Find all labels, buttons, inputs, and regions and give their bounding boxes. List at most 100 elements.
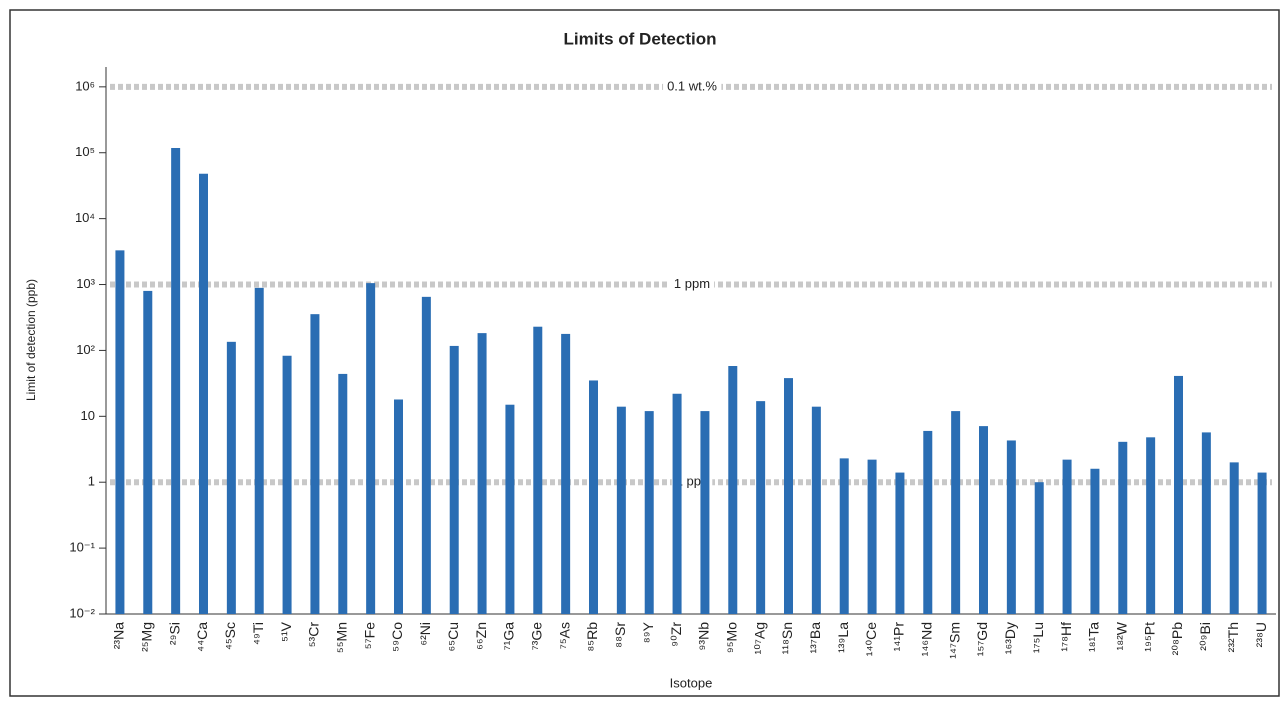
bar	[672, 393, 682, 614]
x-tick-label: ¹¹⁸Sn	[779, 622, 795, 654]
x-tick-label: ⁸⁸Sr	[612, 622, 628, 648]
reference-label-bg	[669, 275, 715, 291]
x-axis-label: Isotope	[670, 675, 713, 690]
reference-label-bg	[663, 78, 722, 94]
reference-label: 1 ppb	[676, 474, 709, 489]
y-tick-label: 10⁴	[75, 210, 95, 225]
x-tick-label: ¹⁸²W	[1113, 621, 1129, 650]
y-tick-label: 10⁻¹	[69, 540, 95, 555]
bar	[839, 458, 849, 614]
bar	[1118, 441, 1128, 614]
x-tick-label: ²³Na	[111, 622, 127, 649]
bar	[728, 366, 738, 614]
bar	[756, 401, 766, 614]
reference-label: 0.1 wt.%	[667, 78, 717, 93]
x-tick-label: ⁴⁹Ti	[250, 622, 266, 645]
x-tick-label: ⁴⁴Ca	[194, 622, 210, 652]
x-tick-label: ⁶⁵Cu	[445, 622, 461, 651]
x-tick-label: ¹⁰⁷Ag	[751, 622, 767, 654]
x-tick-label: ⁵⁷Fe	[361, 622, 377, 649]
bar	[1201, 432, 1211, 614]
bar	[561, 333, 571, 614]
x-tick-label: ⁷³Ge	[528, 622, 544, 651]
y-tick-label: 1	[88, 474, 95, 489]
bar	[477, 333, 487, 614]
x-tick-label: ²⁰⁹Bi	[1197, 622, 1213, 651]
bar	[449, 345, 459, 614]
bar	[1174, 375, 1183, 614]
bar	[394, 399, 403, 614]
x-tick-label: ²⁵Mg	[138, 622, 154, 652]
y-tick-label: 10⁵	[75, 144, 95, 159]
y-tick-label: 10³	[76, 276, 95, 291]
bar	[784, 378, 793, 614]
bar	[226, 341, 236, 614]
reference-label: 1 ppm	[674, 276, 710, 291]
bar	[1062, 459, 1072, 614]
bar	[1090, 468, 1100, 614]
x-tick-label: ¹⁷⁵Lu	[1030, 622, 1046, 653]
bar	[811, 406, 821, 614]
x-tick-label: ⁸⁵Rb	[584, 622, 600, 652]
x-tick-label: ²³⁸U	[1253, 622, 1269, 647]
bar	[644, 411, 654, 614]
bar	[282, 355, 292, 614]
bar	[700, 411, 710, 614]
bar	[979, 426, 988, 614]
bar	[421, 296, 431, 614]
x-tick-label: ¹⁵⁷Gd	[974, 622, 990, 656]
x-tick-label: ⁹⁵Mo	[723, 622, 739, 653]
bar	[1006, 440, 1016, 614]
x-tick-label: ²⁰⁸Pb	[1169, 622, 1185, 656]
bar	[254, 287, 264, 614]
x-tick-label: ⁵¹V	[278, 621, 294, 641]
x-tick-label: ⁹³Nb	[696, 622, 712, 651]
x-tick-label: ¹⁶³Dy	[1002, 622, 1018, 654]
bar	[1229, 462, 1239, 614]
bar	[143, 290, 153, 614]
bar	[923, 430, 933, 614]
bar	[199, 173, 208, 614]
bar	[616, 406, 626, 614]
x-tick-label: ⁷¹Ga	[501, 622, 517, 651]
bar	[951, 411, 961, 614]
x-tick-label: ⁷⁵As	[556, 622, 572, 649]
y-tick-label: 10⁻²	[69, 605, 95, 620]
bar	[867, 459, 877, 614]
y-tick-label: 10²	[76, 342, 95, 357]
x-tick-label: ⁴⁵Sc	[222, 622, 238, 650]
bar	[1146, 437, 1156, 614]
y-tick-label: 10⁶	[75, 78, 95, 93]
y-axis-label: Limit of detection (ppb)	[24, 279, 38, 401]
x-tick-label: ⁶²Ni	[417, 622, 433, 646]
x-tick-label: ¹⁴¹Pr	[891, 622, 907, 652]
x-tick-label: ¹⁴⁶Nd	[918, 622, 934, 656]
bar	[310, 314, 320, 614]
bar	[533, 326, 543, 614]
bar	[171, 147, 181, 614]
bar	[1257, 472, 1267, 614]
x-tick-label: ⁵⁹Co	[389, 622, 405, 652]
x-tick-label: ¹⁸¹Ta	[1086, 622, 1102, 652]
x-tick-label: ⁶⁶Zn	[473, 622, 489, 650]
x-tick-label: ¹³⁹La	[835, 622, 851, 653]
chart-title: Limits of Detection	[563, 29, 716, 48]
bar	[1034, 482, 1044, 614]
x-tick-label: ¹⁷⁸Hf	[1058, 622, 1074, 652]
x-tick-label: ⁸⁹Y	[640, 621, 656, 643]
x-tick-label: ¹⁴⁰Ce	[863, 622, 879, 656]
x-tick-label: ²⁹Si	[166, 622, 182, 645]
bar	[366, 283, 376, 614]
bar	[115, 250, 125, 615]
x-tick-label: ¹⁴⁷Sm	[946, 622, 962, 659]
x-tick-label: ²³²Th	[1225, 622, 1241, 652]
y-tick-label: 10	[81, 408, 95, 423]
bar	[589, 380, 598, 614]
x-tick-label: ⁵⁵Mn	[333, 622, 349, 653]
bar	[505, 404, 515, 614]
x-tick-label: ¹⁹⁵Pt	[1141, 622, 1157, 652]
bar	[895, 472, 905, 614]
x-tick-label: ⁵³Cr	[306, 622, 322, 648]
x-tick-label: ⁹⁰Zr	[668, 622, 684, 647]
